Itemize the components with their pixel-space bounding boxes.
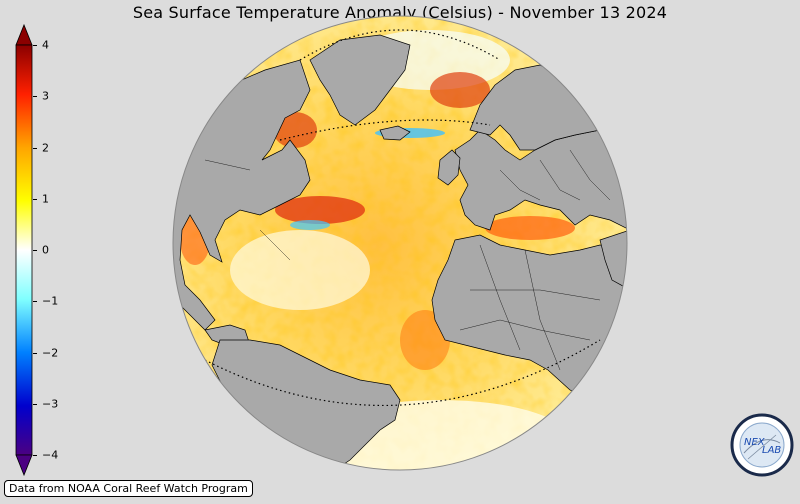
coolspot-gulf-stream xyxy=(290,220,330,230)
colorbar-tick-label: 1 xyxy=(42,192,49,206)
country-borders xyxy=(204,149,611,371)
hotspot-gulf-stream xyxy=(275,196,365,224)
colorbar-tick xyxy=(33,352,37,354)
colorbar-tick-label: −1 xyxy=(42,294,59,308)
colorbar-tick-label: −4 xyxy=(42,448,59,462)
nexlab-logo: NEX LAB xyxy=(730,413,794,477)
logo-text-left: NEX xyxy=(744,437,766,448)
colorbar-tick xyxy=(33,198,37,200)
colorbar-tick-label: 2 xyxy=(42,141,49,154)
hotspot-mediterranean xyxy=(485,216,575,240)
colorbar-bottom-arrow xyxy=(15,454,33,477)
colorbar-tick-label: 4 xyxy=(42,38,49,52)
colorbar-graphic xyxy=(15,23,33,477)
landmasses xyxy=(173,34,627,470)
land-british-isles xyxy=(437,149,461,186)
land-europe xyxy=(454,129,627,231)
colorbar-tick xyxy=(33,301,37,303)
tropic-of-capricorn xyxy=(204,339,601,406)
hotspot-barents xyxy=(430,72,490,108)
arctic-circle xyxy=(299,29,501,61)
colorbar-tick xyxy=(33,250,37,251)
colorbar-tick-label: 3 xyxy=(42,89,49,103)
colorbar-tick xyxy=(33,403,37,405)
colorbar-tick-label: −2 xyxy=(42,346,59,359)
land-greenland xyxy=(309,34,411,126)
land-iceland xyxy=(379,125,411,141)
arctic-circle-2 xyxy=(279,119,491,141)
data-credit: Data from NOAA Coral Reef Watch Program xyxy=(4,480,253,497)
colorbar-tick xyxy=(33,147,37,149)
logo-text-right: LAB xyxy=(762,445,781,456)
colorbar: 4 3 2 1 0 −1 −2 −3 −4 xyxy=(0,0,70,500)
colorbar-tick-label: −3 xyxy=(42,397,59,411)
colorbar-tick-label: 0 xyxy=(42,243,49,257)
colorbar-tick xyxy=(33,455,37,456)
colorbar-tick xyxy=(33,45,37,46)
ocean-neutral-tropics xyxy=(230,230,370,310)
map-title: Sea Surface Temperature Anomaly (Celsius… xyxy=(132,3,668,22)
colorbar-tick xyxy=(33,96,37,98)
hotspot-labrador xyxy=(273,112,317,148)
globe-outline xyxy=(172,15,628,471)
land-africa xyxy=(431,234,627,411)
land-middle-east xyxy=(599,229,627,291)
